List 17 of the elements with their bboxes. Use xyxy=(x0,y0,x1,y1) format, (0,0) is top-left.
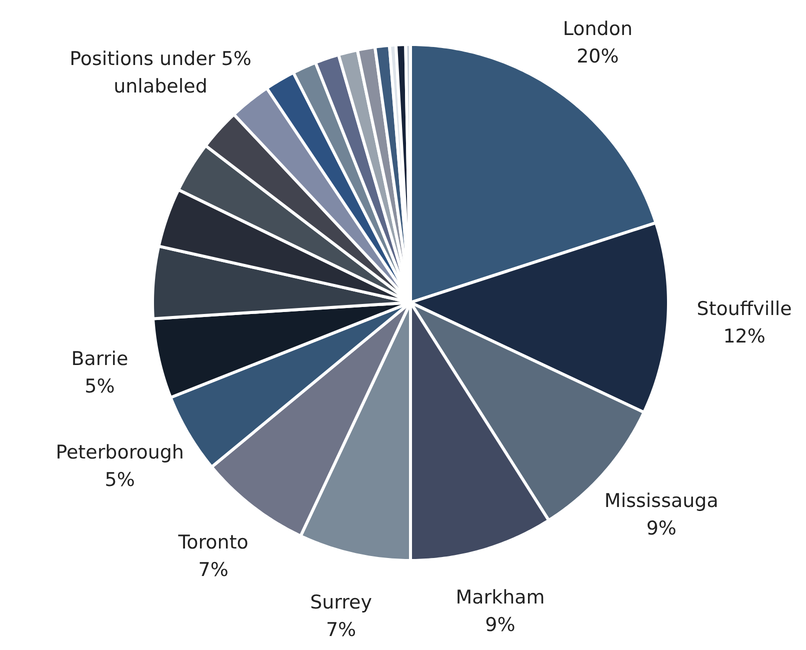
slice-label: Toronto xyxy=(177,532,248,554)
text: Positions under 5% unlabeled xyxy=(70,48,252,98)
data-label: 9% xyxy=(646,518,676,540)
slice-label: Surrey xyxy=(310,591,372,614)
slice-label: London xyxy=(562,18,633,40)
slice-label: Markham xyxy=(456,586,545,608)
slice-label: Mississauga xyxy=(604,490,718,512)
data-label: 7% xyxy=(326,618,356,641)
data-label: 5% xyxy=(104,468,135,491)
slice-label: Stouffville xyxy=(696,298,792,320)
data-label: 20% xyxy=(576,45,619,68)
data-label: 9% xyxy=(485,614,516,636)
slice-label: Peterborough xyxy=(56,441,184,464)
data-label: 7% xyxy=(198,559,228,582)
slice-label: Barrie xyxy=(71,348,128,370)
data-label: 12% xyxy=(723,325,766,348)
data-label: 5% xyxy=(84,375,115,398)
